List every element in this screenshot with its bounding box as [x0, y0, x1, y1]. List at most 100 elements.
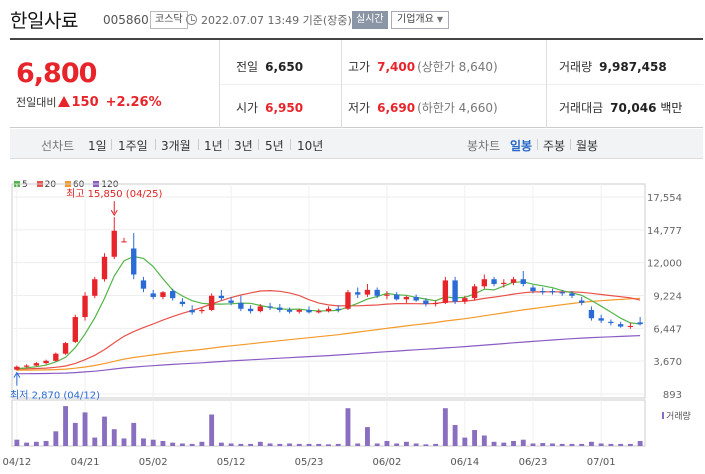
candle: [306, 309, 312, 313]
volume-bar: [53, 431, 59, 446]
volume-bar: [345, 408, 351, 446]
volume-bar: [248, 443, 254, 446]
period-5y[interactable]: 5년: [265, 139, 284, 153]
y-tick-label: 17,554: [647, 193, 682, 204]
candle: [33, 363, 40, 366]
candle: [228, 300, 234, 303]
volume-bar: [540, 443, 546, 446]
volume-bar: [433, 443, 439, 446]
y-tick-label: 893: [663, 390, 682, 401]
volume-bar: [160, 440, 166, 446]
volume-bar: [218, 442, 224, 446]
candle: [608, 321, 614, 323]
period-divider: [258, 139, 259, 150]
price-chart[interactable]: 17,554 14,777 12,000 9,224 6,447 3,670 893 04/1…: [0, 160, 705, 474]
volume-bar: [579, 443, 585, 446]
candlestick-chart[interactable]: 17,554 14,777 12,000 9,224 6,447 3,670 893 04/1…: [0, 160, 705, 474]
line-chart-label: 선차트: [41, 139, 75, 153]
period-1w[interactable]: 1주일: [118, 139, 148, 153]
candle: [218, 295, 225, 299]
volume-bar: [228, 443, 234, 446]
high-price: 고가 7,400 (상한가 8,640): [348, 60, 498, 74]
period-divider: [111, 139, 112, 150]
volume-bars: [14, 406, 643, 446]
stock-name: 한일사료: [10, 10, 78, 32]
candle: [277, 307, 283, 310]
volume-bar: [24, 442, 30, 446]
volume-bar: [511, 440, 516, 446]
candle: [617, 324, 624, 327]
candle: [238, 302, 244, 309]
change-row: 전일대비 150 +2.26%: [16, 94, 162, 110]
volume-bar: [374, 443, 380, 446]
realtime-button[interactable]: 실시간: [352, 11, 388, 29]
ma120-line: [16, 335, 641, 375]
company-info-dropdown[interactable]: 기업개요 ▼: [391, 11, 449, 29]
candle-weekly[interactable]: 주봉: [543, 139, 566, 153]
x-tick-label: 05/02: [139, 457, 168, 468]
x-tick-label: 06/02: [373, 457, 402, 468]
candle-daily[interactable]: 일봉: [510, 139, 533, 153]
period-10y[interactable]: 10년: [297, 139, 324, 153]
period-divider: [228, 139, 229, 150]
volume-bar: [111, 429, 117, 446]
candle: [247, 308, 254, 312]
volume-bar: [82, 412, 88, 446]
period-3y[interactable]: 3년: [234, 139, 253, 153]
current-price: 6,800: [16, 58, 97, 89]
candle: [170, 291, 176, 299]
volume-bar: [238, 443, 244, 446]
volume-legend-swatch: [662, 412, 664, 419]
period-3m[interactable]: 3개월: [161, 139, 191, 153]
candle: [403, 296, 410, 300]
volume-bar: [102, 416, 107, 446]
period-1y[interactable]: 1년: [204, 139, 223, 153]
volume-bar: [326, 444, 331, 446]
candle: [316, 311, 322, 313]
period-selector: 선차트 1일 1주일 3개월 1년 3년 5년 10년 봉차트 일봉 주봉 월봉: [10, 129, 703, 159]
candle: [374, 289, 380, 296]
candle: [384, 294, 390, 296]
summary-col-divider: [546, 40, 547, 128]
candle: [62, 343, 69, 354]
candle: [549, 291, 556, 293]
candle: [432, 302, 439, 305]
change-label: 전일대비: [16, 96, 57, 109]
candle: [111, 230, 117, 257]
candle: [510, 279, 517, 283]
period-1d[interactable]: 1일: [88, 139, 107, 153]
candle: [413, 296, 419, 301]
volume-bar: [462, 437, 468, 446]
timestamp: 2022.07.07 13:49 기준(장중): [201, 14, 352, 27]
volume-bar: [335, 443, 341, 446]
volume-bar: [394, 443, 400, 446]
volume-bar: [520, 439, 526, 446]
summary-row-divider: [220, 84, 703, 85]
change-percent: +2.26%: [105, 95, 162, 110]
candle: [140, 280, 147, 289]
change-amount: 150: [71, 95, 99, 110]
current-price-box: 6,800 전일대비 150 +2.26%: [10, 40, 220, 128]
ma5-line: [16, 255, 641, 370]
stock-code: 005860: [103, 13, 149, 27]
y-tick-label: 3,670: [653, 357, 682, 368]
period-divider: [537, 139, 538, 150]
chevron-down-icon: ▼: [436, 15, 443, 24]
candle: [101, 256, 108, 280]
x-tick-label: 06/23: [519, 457, 548, 468]
volume-bar: [257, 441, 263, 446]
low-arrow-head: [13, 371, 21, 378]
candle: [43, 360, 49, 364]
volume-bar: [63, 406, 68, 446]
candle: [14, 366, 20, 370]
y-tick-label: 9,224: [653, 292, 682, 303]
volume-bar: [277, 443, 283, 446]
candle-monthly[interactable]: 월봉: [576, 139, 599, 153]
candle: [364, 289, 371, 295]
volume-bar: [355, 443, 361, 446]
volume-bar: [423, 444, 429, 446]
volume-bar: [569, 443, 575, 446]
x-tick-label: 04/12: [2, 457, 31, 468]
candle: [442, 280, 449, 303]
stock-header: 한일사료 005860 코스닥 2022.07.07 13:49 기준(장중) …: [0, 0, 705, 38]
